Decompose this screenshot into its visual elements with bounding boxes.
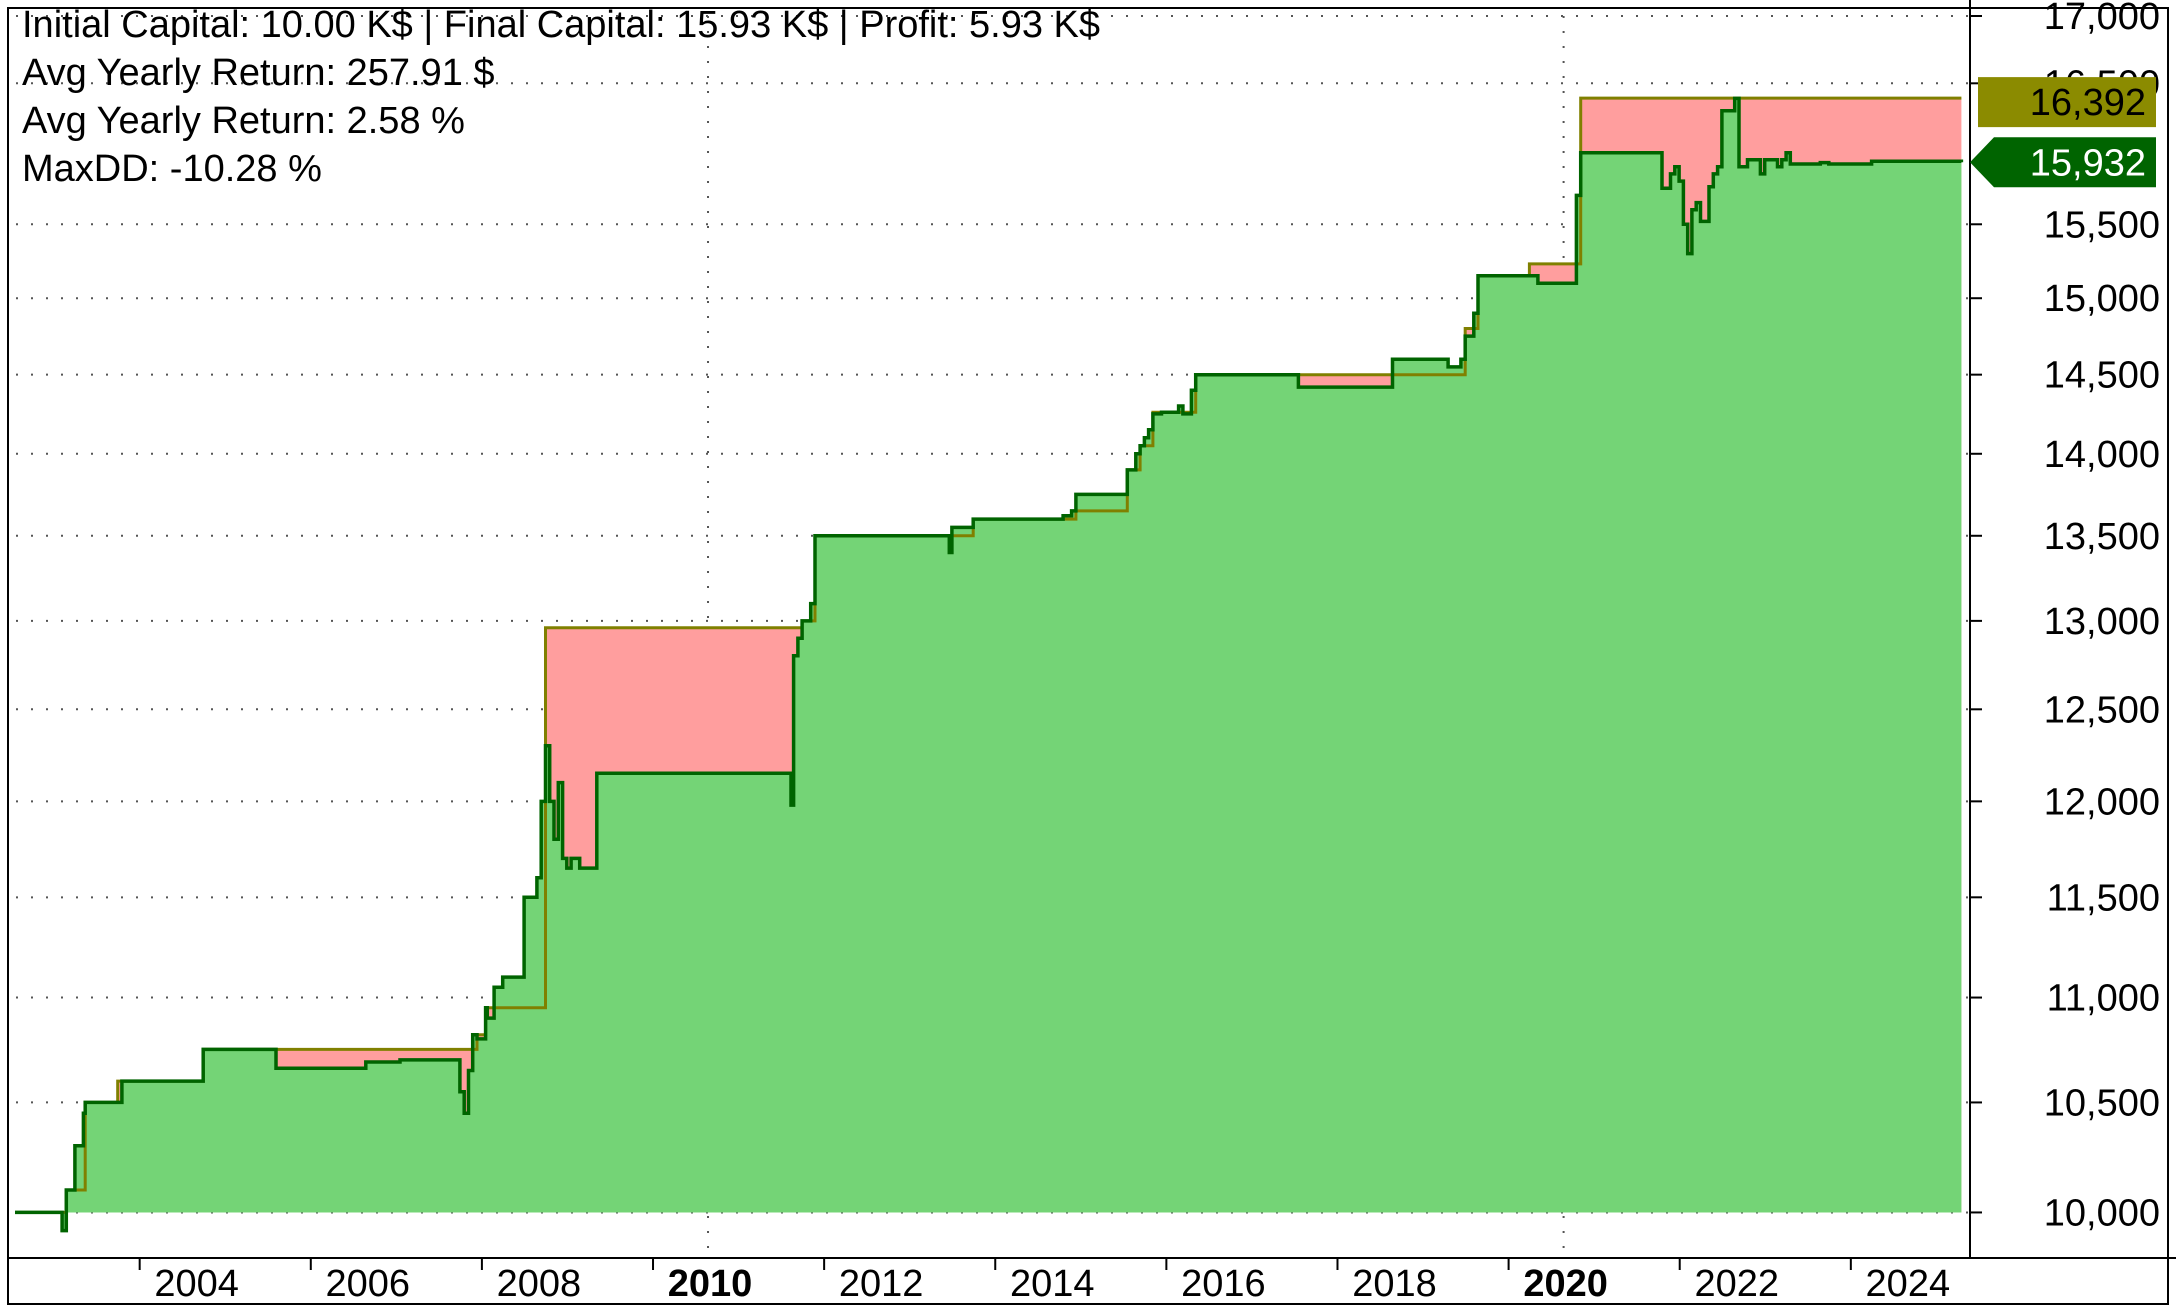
y-tick-label: 13,000 xyxy=(2044,601,2160,643)
y-tick-label: 11,000 xyxy=(2047,978,2160,1020)
y-tick-label: 12,000 xyxy=(2044,781,2160,823)
x-tick-label: 2006 xyxy=(326,1263,411,1305)
stats-capital-summary: Initial Capital: 10.00 K$ | Final Capita… xyxy=(22,4,1101,46)
last-value-badge xyxy=(1970,137,2156,188)
y-tick-label: 15,000 xyxy=(2044,278,2160,320)
last-value-text: 15,932 xyxy=(2030,142,2146,184)
last-value-text: 16,392 xyxy=(2030,82,2146,124)
x-tick-label: 2016 xyxy=(1181,1263,1266,1305)
x-tick-label: 2014 xyxy=(1010,1263,1095,1305)
equity-line xyxy=(15,96,1964,1233)
y-tick-label: 11,500 xyxy=(2047,877,2160,919)
y-tick-label: 12,500 xyxy=(2044,689,2160,731)
stats-avg-return-dollars: Avg Yearly Return: 257.91 $ xyxy=(22,52,495,94)
stats-max-drawdown: MaxDD: -10.28 % xyxy=(22,148,322,190)
x-tick-label: 2022 xyxy=(1694,1263,1779,1305)
x-tick-label: 2018 xyxy=(1352,1263,1437,1305)
last-value-label: 15,932 xyxy=(1970,137,2156,188)
last-value-badge xyxy=(1978,77,2156,128)
y-tick-label: 14,500 xyxy=(2044,355,2160,397)
y-tick-label: 13,500 xyxy=(2044,516,2160,558)
x-tick-label: 2004 xyxy=(154,1263,239,1305)
y-tick-label: 15,500 xyxy=(2044,204,2160,246)
y-tick-label: 10,500 xyxy=(2044,1082,2160,1124)
x-tick-label: 2024 xyxy=(1866,1263,1951,1305)
outer-border xyxy=(7,7,2169,1305)
x-tick-label: 2020 xyxy=(1523,1263,1608,1305)
x-tick-label: 2012 xyxy=(839,1263,924,1305)
x-tick-label: 2010 xyxy=(668,1263,753,1305)
last-value-label: 16,392 xyxy=(1978,77,2156,128)
stats-avg-return-percent: Avg Yearly Return: 2.58 % xyxy=(22,100,465,142)
y-tick-label: 17,000 xyxy=(2044,0,2160,38)
x-tick-label: 2008 xyxy=(497,1263,582,1305)
y-tick-label: 14,000 xyxy=(2044,434,2160,476)
equity-area xyxy=(15,98,1962,1231)
y-tick-label: 10,000 xyxy=(2044,1192,2160,1234)
